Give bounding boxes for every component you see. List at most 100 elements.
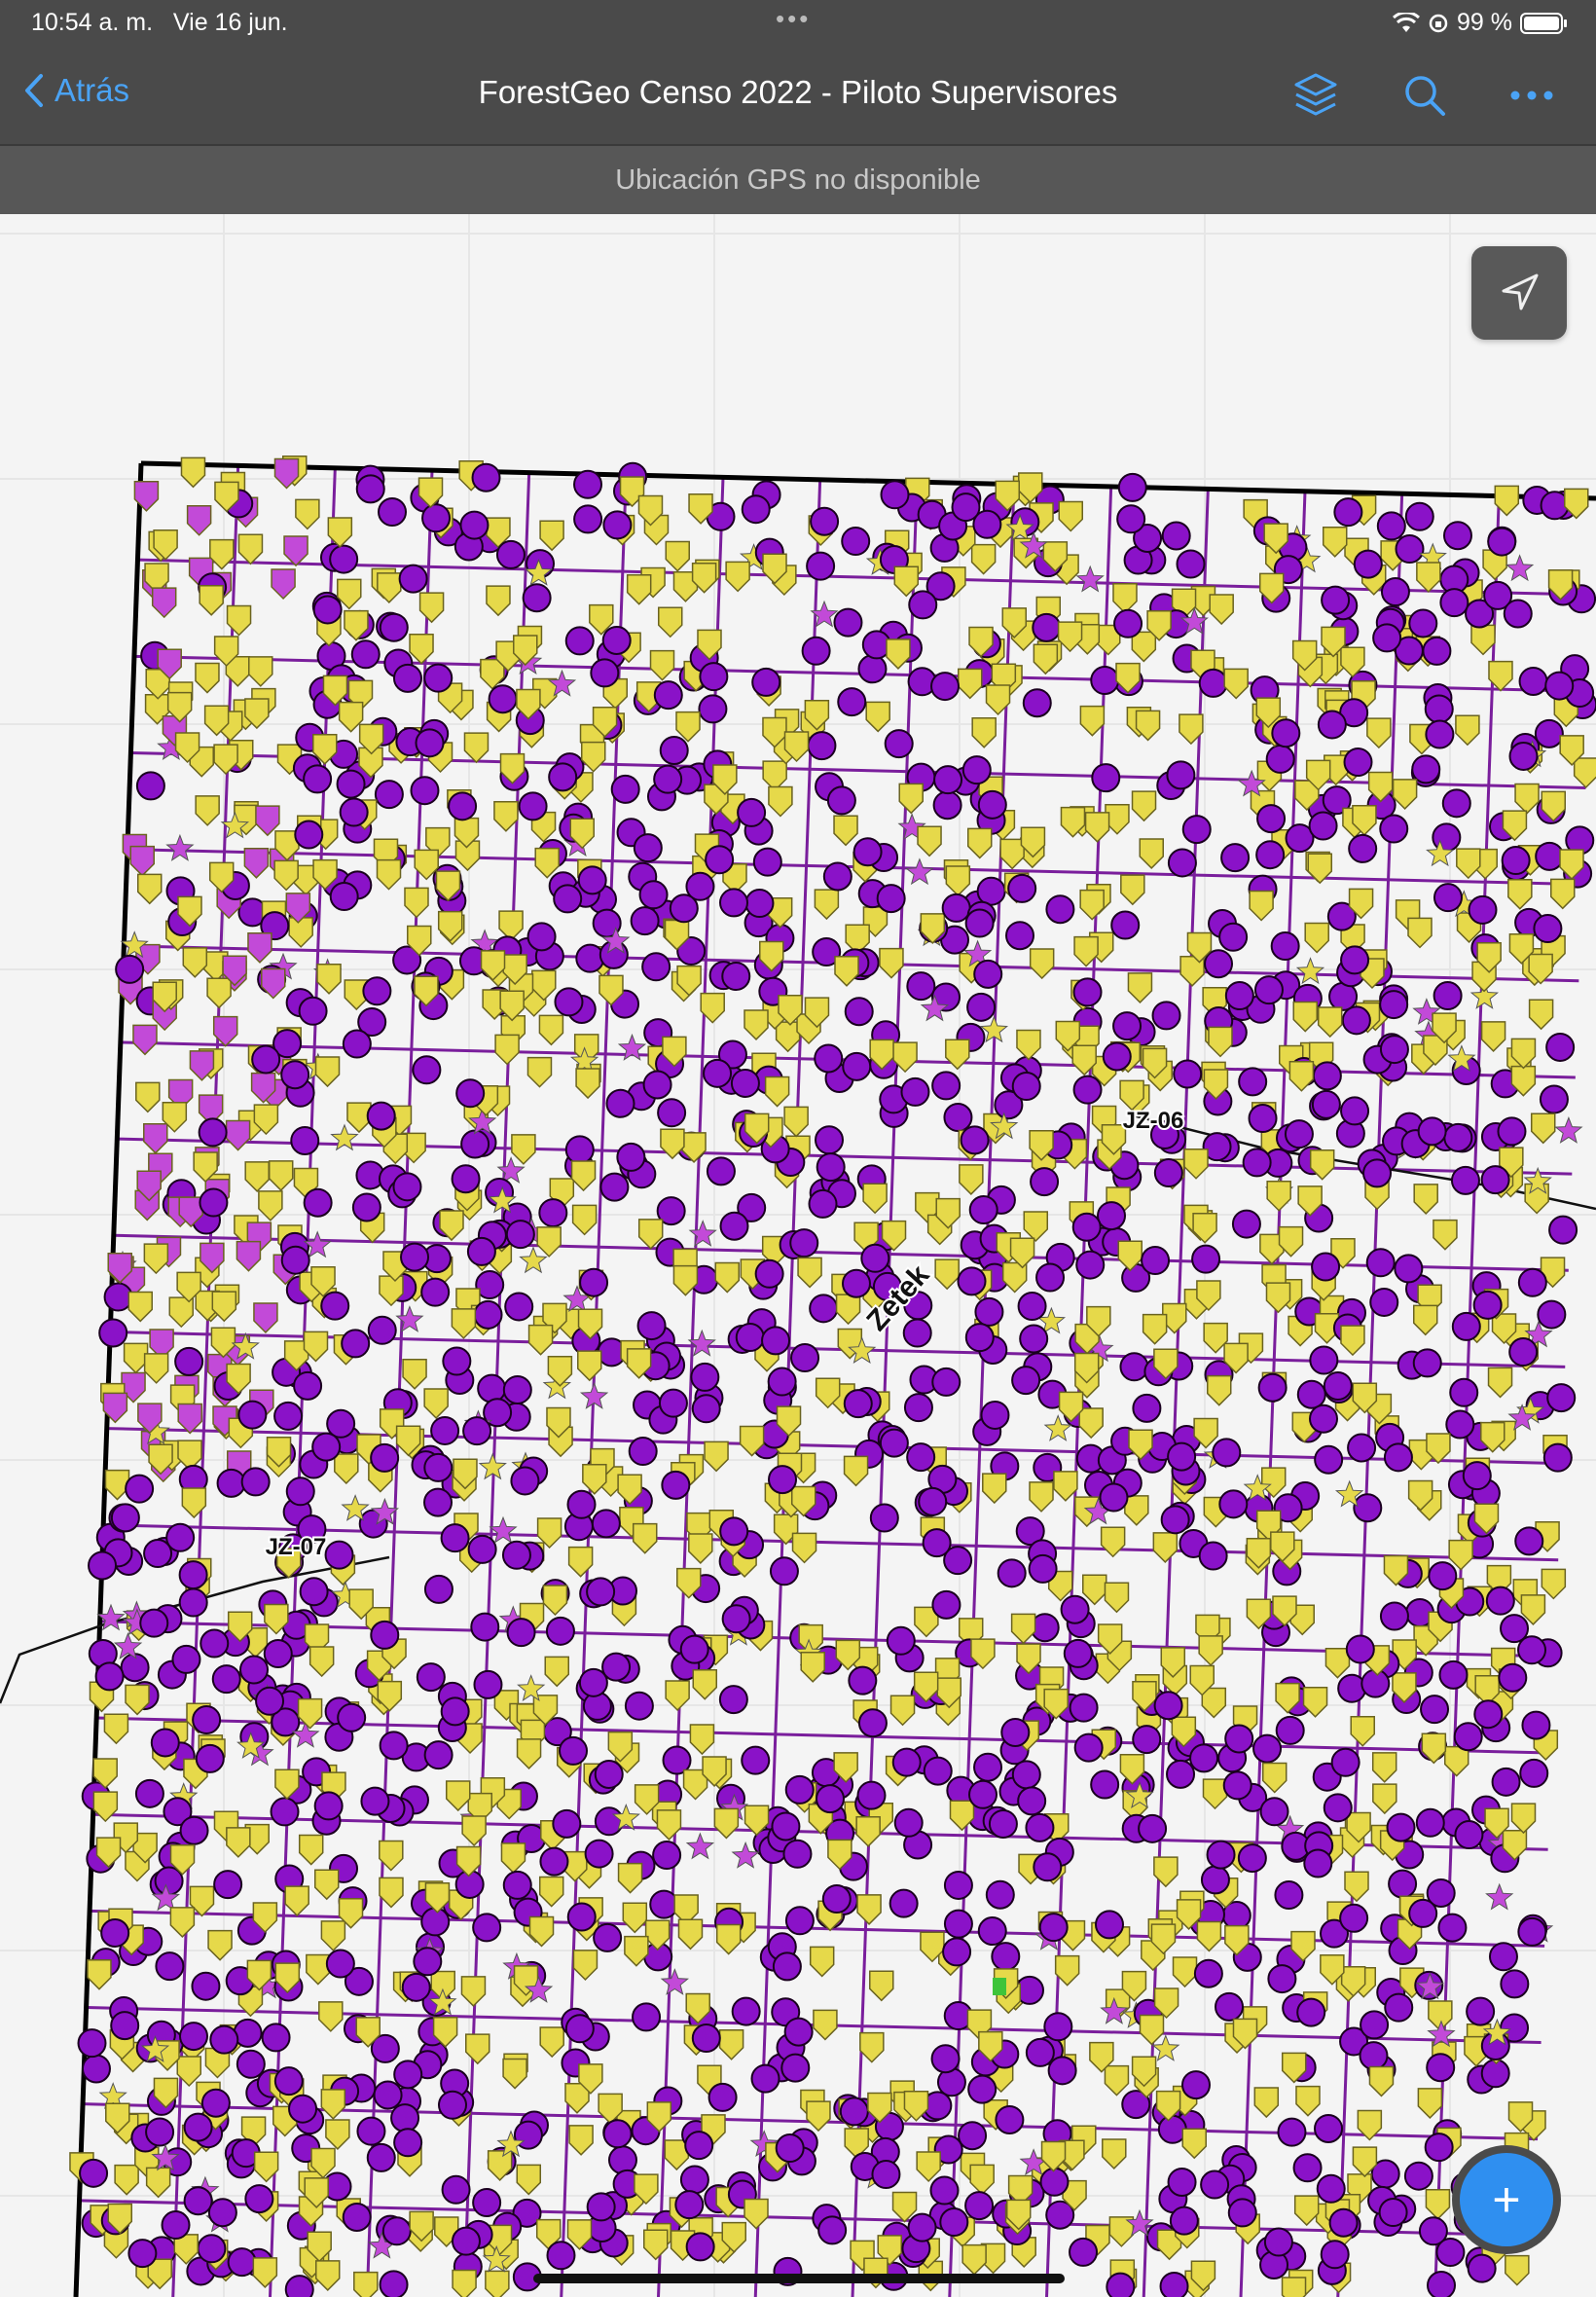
tree-point: [1345, 1634, 1375, 1664]
tree-point: [931, 1071, 961, 1101]
tree-marker: [123, 1342, 149, 1374]
tree-marker: [688, 1533, 713, 1565]
more-icon[interactable]: [1505, 68, 1559, 123]
tree-point: [641, 952, 671, 982]
tree-marker: [284, 1885, 309, 1917]
tree-point: [957, 1266, 987, 1296]
tree-point: [501, 1540, 531, 1570]
tree-marker: [487, 2150, 513, 2181]
tree-point: [200, 1628, 230, 1659]
tree-star: [749, 2130, 779, 2158]
tree-point: [593, 1922, 623, 1952]
tree-marker: [1203, 1069, 1229, 1101]
tree-point: [1326, 901, 1357, 931]
plus-icon: +: [1460, 2153, 1553, 2246]
tree-marker: [704, 1440, 729, 1473]
tree-marker: [1073, 935, 1099, 967]
tree-point: [906, 971, 936, 1002]
multitasking-dots-icon[interactable]: •••: [776, 4, 812, 33]
tree-marker: [104, 1469, 130, 1501]
map-view[interactable]: JZ-06 JZ-07 Zetek: [0, 214, 1596, 2297]
tree-point: [1204, 949, 1234, 979]
search-icon[interactable]: [1397, 68, 1452, 123]
tree-point: [1372, 623, 1402, 653]
tree-marker: [1078, 1407, 1104, 1440]
tree-marker: [1425, 2189, 1451, 2220]
tree-point: [390, 2103, 420, 2133]
tree-point: [1517, 1267, 1547, 1297]
tree-point: [594, 1759, 624, 1789]
tree-star: [1036, 1306, 1067, 1334]
tree-marker: [1480, 1421, 1505, 1453]
tree-marker: [1474, 1674, 1500, 1706]
tree-point: [943, 1546, 973, 1576]
tree-point: [477, 1373, 507, 1404]
add-feature-button[interactable]: +: [1452, 2145, 1561, 2254]
tree-point: [183, 2186, 213, 2216]
tree-marker: [879, 947, 904, 979]
tree-marker: [152, 981, 177, 1013]
tree-marker: [626, 573, 652, 605]
tree-point: [674, 2190, 705, 2220]
tree-marker: [1348, 888, 1374, 920]
tree-point: [324, 1540, 354, 1570]
tree-point: [841, 1268, 871, 1298]
tree-marker: [178, 1196, 203, 1228]
tree-point: [81, 2054, 111, 2084]
tree-star: [1507, 1404, 1537, 1431]
tree-point: [837, 687, 867, 717]
tree-point: [1117, 472, 1147, 502]
tree-marker: [237, 533, 264, 565]
tree-point: [1202, 1132, 1232, 1162]
back-button[interactable]: Atrás: [23, 72, 129, 109]
tree-point: [1403, 2161, 1433, 2191]
tree-point: [658, 1388, 688, 1418]
tree-marker: [255, 805, 280, 837]
tree-marker: [1507, 2101, 1534, 2133]
quadrat-line: [99, 1620, 1555, 1659]
tree-marker: [358, 747, 383, 779]
tree-marker: [1261, 1762, 1288, 1794]
orientation-lock-icon: [1429, 14, 1448, 32]
tree-point: [1033, 1852, 1063, 1882]
tree-marker: [547, 1356, 573, 1387]
tree-marker: [913, 1671, 939, 1703]
tree-marker: [129, 845, 155, 877]
tree-marker: [536, 1517, 562, 1550]
tree-marker: [935, 1197, 961, 1229]
tree-point: [471, 462, 501, 492]
tree-marker: [132, 1832, 158, 1864]
tree-point: [473, 1669, 503, 1699]
tree-marker: [236, 1240, 262, 1272]
tree-marker: [1491, 1313, 1517, 1345]
tree-marker: [213, 636, 239, 668]
tree-marker: [264, 1603, 289, 1635]
tree-point: [652, 1841, 682, 1871]
tree-marker: [1202, 1778, 1228, 1810]
tree-marker: [306, 1953, 331, 1986]
tree-point: [1043, 2012, 1073, 2042]
tree-point: [1270, 931, 1300, 962]
tree-point: [337, 1702, 367, 1732]
tree-marker: [485, 2270, 510, 2297]
tree-marker: [714, 1261, 741, 1294]
tree-point: [1333, 497, 1363, 528]
tree-point: [251, 1044, 281, 1075]
tree-point: [1099, 1482, 1129, 1513]
tree-marker: [917, 825, 942, 857]
tree-point: [1227, 2198, 1257, 2228]
locate-me-button[interactable]: [1471, 246, 1567, 340]
tree-marker: [275, 1548, 302, 1579]
tree-point: [1045, 894, 1075, 925]
tree-marker: [439, 1210, 464, 1242]
tree-marker: [1324, 1647, 1351, 1679]
tree-point: [1075, 1250, 1106, 1280]
layers-icon[interactable]: [1288, 68, 1343, 123]
tree-marker: [869, 1970, 894, 2002]
tree-point: [1442, 521, 1472, 551]
tree-marker: [995, 480, 1020, 512]
tree-marker: [1340, 1325, 1365, 1357]
tree-marker: [500, 1842, 526, 1874]
tree-marker: [189, 1050, 215, 1081]
